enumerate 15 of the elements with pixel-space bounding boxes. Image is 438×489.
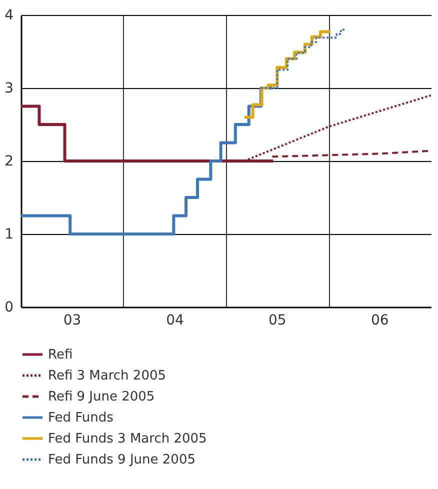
y-tick-label: 0 (4, 300, 14, 316)
x-tick-label: 06 (370, 312, 389, 328)
legend-label: Refi 3 March 2005 (48, 368, 166, 384)
y-tick-label: 2 (4, 154, 14, 170)
legend-label: Fed Funds 3 March 2005 (48, 432, 207, 446)
y-tick-label: 3 (4, 80, 14, 96)
legend-label: Fed Funds (48, 410, 114, 426)
legend-label: Fed Funds 9 June 2005 (48, 452, 196, 468)
x-tick-label: 03 (63, 312, 82, 328)
y-tick-label: 4 (4, 8, 14, 24)
x-tick-label: 05 (268, 312, 286, 328)
legend-label: Refi (48, 348, 73, 362)
legend-label: Refi 9 June 2005 (48, 390, 155, 404)
y-tick-label: 1 (4, 226, 14, 242)
x-tick-label: 04 (166, 312, 184, 328)
